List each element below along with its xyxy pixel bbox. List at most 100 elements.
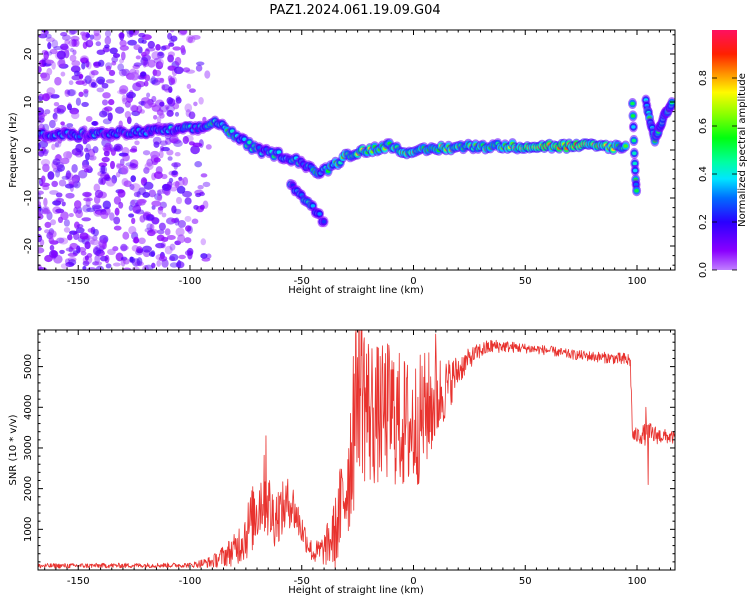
spectrogram-noise-blob: [100, 171, 110, 180]
spectrogram-noise-blob: [41, 49, 49, 55]
spectrogram-noise-blob: [73, 180, 81, 189]
spectrogram-noise-blob: [53, 115, 58, 123]
spectrogram-noise-blob: [175, 227, 185, 237]
spectrogram-noise-blob: [38, 142, 41, 150]
spectrogram-noise-blob: [126, 91, 136, 99]
spectrogram-noise-blob: [149, 77, 159, 84]
spectrogram-noise-blob: [190, 145, 200, 155]
spectrogram-noise-blob: [195, 61, 205, 66]
spectrogram-noise-blob: [157, 189, 162, 196]
spectrogram-noise-blob: [131, 244, 139, 252]
spectrogram-noise-blob: [40, 175, 46, 184]
spectrogram-noise-blob: [173, 139, 183, 148]
spectrogram-noise-blob: [56, 164, 65, 172]
spectrogram-noise-blob: [51, 180, 59, 188]
spectrogram-noise-blob: [129, 183, 135, 191]
spectrogram-noise-blob: [92, 228, 99, 237]
spectrogram-noise-blob: [83, 197, 93, 202]
spectrogram-noise-blob: [95, 41, 102, 47]
spectrogram-noise-blob: [146, 92, 151, 98]
spectrogram-noise-blob: [113, 143, 123, 152]
spectrogram-noise-blob: [156, 260, 162, 267]
spectrogram-noise-blob: [188, 88, 196, 93]
spectrogram-noise-blob: [61, 201, 66, 207]
spectrogram-noise-blob: [177, 259, 182, 269]
snr-y-axis: 1000 2000 3000 4000 5000: [23, 333, 675, 563]
spectrogram-noise-blob: [155, 61, 164, 70]
y-tick-label: 2000: [23, 476, 34, 501]
spectrogram-noise-blob: [100, 211, 109, 220]
spectrogram-noise-blob: [41, 208, 51, 215]
spectrogram-noise-blob: [205, 144, 212, 150]
spectrogram-noise-blob: [126, 116, 132, 125]
spectrogram-noise-blob: [205, 253, 212, 259]
spectrogram-noise-blob: [85, 59, 90, 68]
spectrogram-noise-blob: [129, 30, 140, 36]
spectrogram-noise-blob: [68, 258, 77, 266]
x-tick-label: -150: [67, 276, 90, 287]
spectrogram-noise-blob: [123, 180, 132, 188]
spectrogram-noise-blob: [164, 137, 172, 145]
spectrogram-noise-blob: [64, 183, 74, 189]
spectrogram-noise-blob: [144, 162, 154, 171]
spectrogram-noise-blob: [151, 200, 162, 207]
spectrogram-noise-blob: [158, 58, 164, 67]
spectrogram-right-branch-core: [631, 138, 637, 143]
spectrogram-noise-blob: [153, 114, 158, 120]
spectrogram-noise-blob: [44, 109, 51, 115]
spectrogram-noise-blob: [63, 151, 73, 159]
spectrogram-noise-blob: [143, 80, 149, 87]
spectrogram-noise-blob: [114, 207, 120, 216]
spectrogram-noise-blob: [38, 115, 45, 124]
spectrogram-noise-blob: [98, 110, 108, 118]
spectrogram-noise-blob: [68, 213, 74, 218]
spectrogram-noise-blob: [191, 34, 201, 40]
spectrogram-y-axis: -20 -10 0 10 20: [23, 34, 675, 266]
spectrogram-noise-blob: [107, 99, 115, 106]
colorbar-gradient: [712, 30, 737, 270]
spectrogram-noise-blob: [38, 209, 42, 219]
spectrogram-noise-blob: [75, 143, 84, 153]
spectrogram-noise-blob: [128, 226, 137, 235]
spectrogram-noise-blob: [102, 92, 111, 99]
spectrogram-noise-blob: [173, 162, 178, 170]
spectrogram-noise-blob: [91, 121, 98, 126]
spectrogram-main-trace-core: [623, 144, 628, 148]
spectrogram-noise-blob: [146, 223, 153, 231]
spectrogram-noise-blob: [51, 39, 59, 49]
spectrogram-noise-blob: [73, 231, 80, 241]
spectrogram-noise-blob: [130, 183, 141, 192]
snr-frame: [37, 329, 676, 571]
spectrogram-trace-layer: [38, 94, 675, 228]
spectrogram-noise-blob: [42, 163, 50, 173]
spectrogram-noise-blob: [153, 157, 161, 163]
spectrogram-noise-blob: [38, 247, 45, 254]
spectrogram-noise-blob: [166, 109, 174, 117]
spectrogram-noise-blob: [60, 211, 69, 220]
spectrogram-noise-blob: [104, 36, 112, 45]
spectrogram-noise-blob: [78, 73, 84, 79]
spectrogram-noise-blob: [128, 162, 139, 171]
spectrogram-noise-blob: [157, 52, 164, 57]
spectrogram-noise-blob: [40, 148, 50, 155]
spectrogram-noise-blob: [115, 106, 125, 114]
spectrogram-noise-blob: [158, 150, 164, 159]
spectrogram-noise-blob: [154, 69, 162, 77]
spectrogram-noise-blob: [142, 150, 151, 156]
spectrogram-right-branch-core: [630, 114, 636, 118]
spectrogram-noise-blob: [132, 82, 142, 92]
spectrogram-noise-blob: [43, 197, 48, 207]
spectrogram-noise-blob: [195, 64, 203, 72]
spectrogram-noise-blob: [89, 237, 95, 245]
spectrogram-noise-blob: [98, 239, 107, 248]
spectrogram-noise-blob: [53, 254, 63, 264]
spectrogram-noise-blob: [104, 142, 112, 151]
spectrogram-noise-blob: [143, 166, 150, 174]
spectrogram-noise-blob: [173, 66, 184, 75]
spectrogram-noise-blob: [167, 51, 175, 57]
spectrogram-noise-blob: [178, 254, 186, 260]
spectrogram-noise-blob: [68, 181, 75, 186]
spectrogram-noise-blob: [60, 71, 66, 77]
spectrogram-noise-blob: [135, 249, 144, 256]
spectrogram-noise-blob: [105, 65, 112, 72]
